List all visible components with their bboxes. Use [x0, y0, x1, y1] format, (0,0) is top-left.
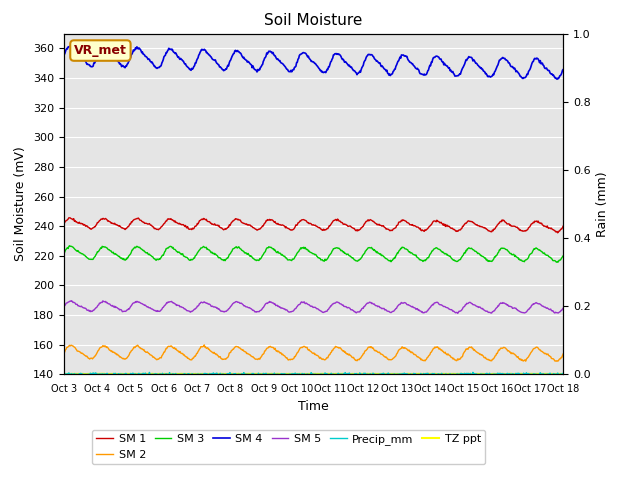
SM 3 [559, 253, 567, 259]
SM 4 [60, 52, 68, 58]
Title: Soil Moisture: Soil Moisture [264, 13, 363, 28]
SM 4 [553, 76, 561, 82]
Line: SM 4: SM 4 [64, 46, 563, 79]
SM 1 [554, 230, 561, 236]
Precip_mm [172, 371, 180, 376]
TZ ppt [120, 371, 128, 377]
SM 1 [65, 215, 73, 221]
SM 3 [389, 256, 397, 262]
TZ ppt [166, 372, 173, 377]
TZ ppt [376, 371, 383, 377]
Precip_mm [389, 372, 397, 377]
Precip_mm [62, 372, 70, 377]
SM 2 [60, 349, 68, 355]
SM 4 [121, 65, 129, 71]
SM 3 [198, 245, 206, 251]
SM 3 [172, 247, 180, 253]
SM 5 [559, 305, 567, 311]
SM 1 [60, 220, 68, 226]
Y-axis label: Rain (mm): Rain (mm) [596, 171, 609, 237]
Precip_mm [60, 371, 68, 377]
SM 1 [389, 226, 397, 232]
SM 5 [198, 300, 206, 305]
SM 5 [172, 301, 180, 307]
Precip_mm [198, 372, 206, 377]
SM 3 [70, 245, 77, 251]
SM 1 [374, 222, 382, 228]
TZ ppt [172, 371, 180, 377]
SM 1 [121, 227, 129, 232]
SM 4 [172, 50, 180, 56]
SM 4 [198, 47, 206, 52]
SM 3 [121, 257, 129, 263]
Line: Precip_mm: Precip_mm [64, 372, 563, 374]
Precip_mm [121, 372, 129, 377]
SM 3 [553, 259, 561, 265]
TZ ppt [217, 371, 225, 377]
SM 1 [70, 216, 77, 222]
SM 4 [389, 69, 397, 74]
Line: SM 2: SM 2 [64, 345, 563, 361]
SM 5 [60, 304, 68, 310]
SM 2 [200, 342, 208, 348]
SM 2 [374, 349, 382, 355]
Precip_mm [70, 371, 77, 377]
Text: VR_met: VR_met [74, 44, 127, 57]
SM 2 [69, 343, 77, 349]
SM 5 [374, 303, 382, 309]
SM 3 [66, 243, 74, 249]
SM 2 [198, 344, 205, 349]
SM 5 [70, 300, 77, 305]
SM 1 [559, 223, 567, 229]
SM 2 [389, 356, 397, 361]
SM 1 [172, 219, 180, 225]
SM 3 [374, 250, 382, 256]
SM 4 [559, 67, 567, 72]
Legend: SM 1, SM 2, SM 3, SM 4, SM 5, Precip_mm, TZ ppt: SM 1, SM 2, SM 3, SM 4, SM 5, Precip_mm,… [92, 430, 485, 464]
SM 2 [559, 351, 567, 357]
TZ ppt [559, 371, 567, 377]
SM 5 [121, 309, 129, 314]
X-axis label: Time: Time [298, 400, 329, 413]
Line: SM 5: SM 5 [64, 300, 563, 313]
TZ ppt [390, 371, 397, 377]
SM 4 [70, 46, 77, 51]
TZ ppt [198, 371, 206, 377]
TZ ppt [60, 371, 68, 377]
SM 2 [120, 356, 128, 362]
SM 5 [454, 311, 461, 316]
SM 4 [68, 43, 76, 48]
SM 3 [60, 250, 68, 256]
SM 1 [198, 216, 206, 222]
SM 4 [374, 60, 382, 66]
Line: SM 1: SM 1 [64, 218, 563, 233]
SM 2 [552, 358, 560, 364]
Precip_mm [559, 372, 567, 377]
TZ ppt [69, 371, 77, 377]
SM 2 [172, 346, 179, 352]
Precip_mm [469, 370, 477, 375]
Precip_mm [374, 372, 382, 377]
Line: SM 3: SM 3 [64, 246, 563, 262]
SM 5 [68, 298, 76, 303]
SM 5 [389, 309, 397, 314]
Y-axis label: Soil Moisture (mV): Soil Moisture (mV) [15, 146, 28, 262]
